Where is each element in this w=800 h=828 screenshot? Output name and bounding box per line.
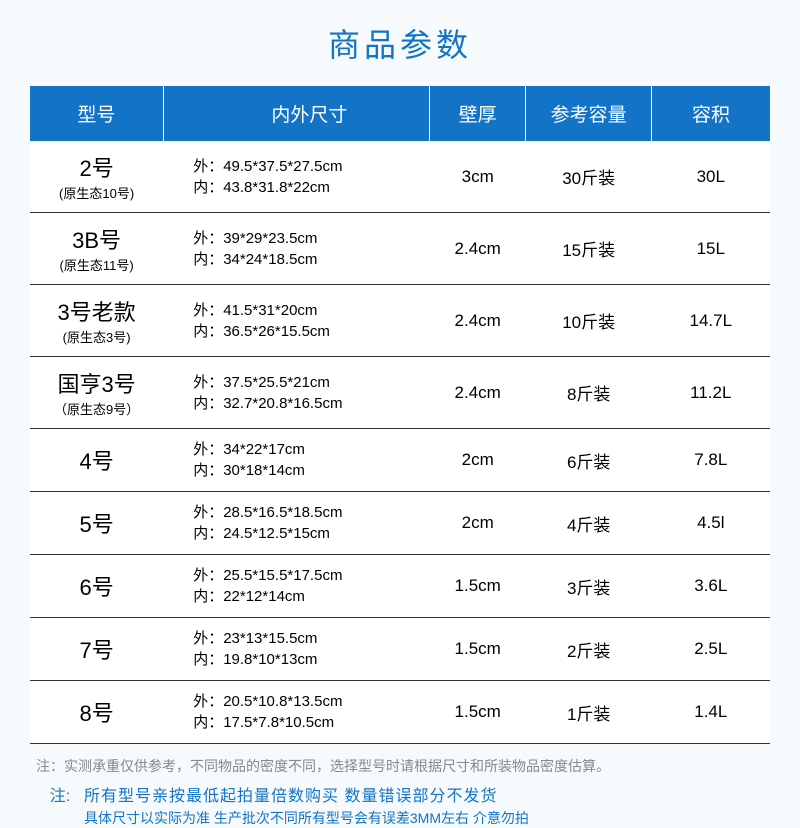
specs-table: 型号 内外尺寸 壁厚 参考容量 容积 2号(原生态10号)外：49.5*37.5… xyxy=(30,86,770,744)
header-volume: 容积 xyxy=(652,86,770,141)
table-row: 6号外：25.5*15.5*17.5cm内：22*12*14cm1.5cm3斤装… xyxy=(30,555,770,618)
dim-inner: 内：36.5*26*15.5cm xyxy=(193,321,423,342)
dim-outer: 外：25.5*15.5*17.5cm xyxy=(193,565,423,586)
cell-capacity: 8斤装 xyxy=(526,357,652,429)
cell-model: 3B号(原生态11号) xyxy=(30,213,163,285)
model-sub: （原生态9号） xyxy=(36,399,157,418)
cell-wall: 1.5cm xyxy=(430,555,526,618)
table-row: 5号外：28.5*16.5*18.5cm内：24.5*12.5*15cm2cm4… xyxy=(30,492,770,555)
table-row: 2号(原生态10号)外：49.5*37.5*27.5cm内：43.8*31.8*… xyxy=(30,141,770,213)
cell-model: 2号(原生态10号) xyxy=(30,141,163,213)
cell-wall: 3cm xyxy=(430,141,526,213)
model-main: 2号 xyxy=(36,151,157,183)
cell-capacity: 10斤装 xyxy=(526,285,652,357)
table-row: 3号老款(原生态3号)外：41.5*31*20cm内：36.5*26*15.5c… xyxy=(30,285,770,357)
cell-capacity: 3斤装 xyxy=(526,555,652,618)
dim-inner: 内：22*12*14cm xyxy=(193,586,423,607)
note-1: 注：实测承重仅供参考，不同物品的密度不同，选择型号时请根据尺寸和所装物品密度估算… xyxy=(36,756,764,776)
cell-dimensions: 外：23*13*15.5cm内：19.8*10*13cm xyxy=(163,618,429,681)
table-row: 3B号(原生态11号)外：39*29*23.5cm内：34*24*18.5cm2… xyxy=(30,213,770,285)
model-main: 4号 xyxy=(36,444,157,476)
model-main: 3B号 xyxy=(36,223,157,255)
model-sub: (原生态3号) xyxy=(36,327,157,346)
cell-dimensions: 外：25.5*15.5*17.5cm内：22*12*14cm xyxy=(163,555,429,618)
dim-outer: 外：28.5*16.5*18.5cm xyxy=(193,502,423,523)
cell-capacity: 6斤装 xyxy=(526,429,652,492)
cell-volume: 1.4L xyxy=(652,681,770,744)
dim-inner: 内：32.7*20.8*16.5cm xyxy=(193,393,423,414)
cell-wall: 2.4cm xyxy=(430,285,526,357)
cell-wall: 2cm xyxy=(430,492,526,555)
dim-inner: 内：30*18*14cm xyxy=(193,460,423,481)
cell-capacity: 2斤装 xyxy=(526,618,652,681)
dim-outer: 外：20.5*10.8*13.5cm xyxy=(193,691,423,712)
note-2-text: 所有型号亲按最低起拍量倍数购买 数量错误部分不发货 xyxy=(84,782,497,806)
dim-inner: 内：34*24*18.5cm xyxy=(193,249,423,270)
cell-wall: 2.4cm xyxy=(430,213,526,285)
cell-capacity: 30斤装 xyxy=(526,141,652,213)
header-dimensions: 内外尺寸 xyxy=(163,86,429,141)
model-main: 7号 xyxy=(36,633,157,665)
cell-volume: 11.2L xyxy=(652,357,770,429)
cell-capacity: 1斤装 xyxy=(526,681,652,744)
dim-inner: 内：17.5*7.8*10.5cm xyxy=(193,712,423,733)
cell-model: 7号 xyxy=(30,618,163,681)
model-main: 3号老款 xyxy=(36,295,157,327)
cell-model: 6号 xyxy=(30,555,163,618)
dim-outer: 外：39*29*23.5cm xyxy=(193,228,423,249)
header-row: 型号 内外尺寸 壁厚 参考容量 容积 xyxy=(30,86,770,141)
model-sub: (原生态10号) xyxy=(36,183,157,202)
dim-inner: 内：43.8*31.8*22cm xyxy=(193,177,423,198)
model-sub: (原生态11号) xyxy=(36,255,157,274)
model-main: 8号 xyxy=(36,696,157,728)
table-row: 8号外：20.5*10.8*13.5cm内：17.5*7.8*10.5cm1.5… xyxy=(30,681,770,744)
table-row: 国亨3号（原生态9号）外：37.5*25.5*21cm内：32.7*20.8*1… xyxy=(30,357,770,429)
cell-dimensions: 外：49.5*37.5*27.5cm内：43.8*31.8*22cm xyxy=(163,141,429,213)
cell-volume: 7.8L xyxy=(652,429,770,492)
cell-capacity: 15斤装 xyxy=(526,213,652,285)
model-main: 6号 xyxy=(36,570,157,602)
dim-outer: 外：41.5*31*20cm xyxy=(193,300,423,321)
dim-outer: 外：37.5*25.5*21cm xyxy=(193,372,423,393)
header-capacity: 参考容量 xyxy=(526,86,652,141)
notes-section: 注：实测承重仅供参考，不同物品的密度不同，选择型号时请根据尺寸和所装物品密度估算… xyxy=(30,756,770,828)
note-2-label: 注: xyxy=(36,782,84,806)
note-3: 具体尺寸以实际为准 生产批次不同所有型号会有误差3MM左右 介意勿拍 xyxy=(36,808,764,828)
cell-wall: 2cm xyxy=(430,429,526,492)
cell-volume: 30L xyxy=(652,141,770,213)
cell-model: 8号 xyxy=(30,681,163,744)
cell-capacity: 4斤装 xyxy=(526,492,652,555)
cell-dimensions: 外：41.5*31*20cm内：36.5*26*15.5cm xyxy=(163,285,429,357)
cell-wall: 1.5cm xyxy=(430,618,526,681)
note-2: 注: 所有型号亲按最低起拍量倍数购买 数量错误部分不发货 xyxy=(36,782,764,806)
cell-volume: 14.7L xyxy=(652,285,770,357)
model-main: 5号 xyxy=(36,507,157,539)
cell-model: 国亨3号（原生态9号） xyxy=(30,357,163,429)
model-main: 国亨3号 xyxy=(36,367,157,399)
cell-dimensions: 外：28.5*16.5*18.5cm内：24.5*12.5*15cm xyxy=(163,492,429,555)
cell-dimensions: 外：37.5*25.5*21cm内：32.7*20.8*16.5cm xyxy=(163,357,429,429)
cell-volume: 3.6L xyxy=(652,555,770,618)
cell-volume: 15L xyxy=(652,213,770,285)
cell-volume: 4.5l xyxy=(652,492,770,555)
dim-outer: 外：23*13*15.5cm xyxy=(193,628,423,649)
dim-outer: 外：34*22*17cm xyxy=(193,439,423,460)
cell-wall: 2.4cm xyxy=(430,357,526,429)
header-wall: 壁厚 xyxy=(430,86,526,141)
cell-model: 5号 xyxy=(30,492,163,555)
table-row: 7号外：23*13*15.5cm内：19.8*10*13cm1.5cm2斤装2.… xyxy=(30,618,770,681)
table-row: 4号外：34*22*17cm内：30*18*14cm2cm6斤装7.8L xyxy=(30,429,770,492)
cell-model: 4号 xyxy=(30,429,163,492)
dim-inner: 内：24.5*12.5*15cm xyxy=(193,523,423,544)
cell-wall: 1.5cm xyxy=(430,681,526,744)
cell-model: 3号老款(原生态3号) xyxy=(30,285,163,357)
dim-outer: 外：49.5*37.5*27.5cm xyxy=(193,156,423,177)
cell-dimensions: 外：20.5*10.8*13.5cm内：17.5*7.8*10.5cm xyxy=(163,681,429,744)
header-model: 型号 xyxy=(30,86,163,141)
page-title: 商品参数 xyxy=(30,20,770,66)
cell-dimensions: 外：34*22*17cm内：30*18*14cm xyxy=(163,429,429,492)
cell-dimensions: 外：39*29*23.5cm内：34*24*18.5cm xyxy=(163,213,429,285)
cell-volume: 2.5L xyxy=(652,618,770,681)
dim-inner: 内：19.8*10*13cm xyxy=(193,649,423,670)
